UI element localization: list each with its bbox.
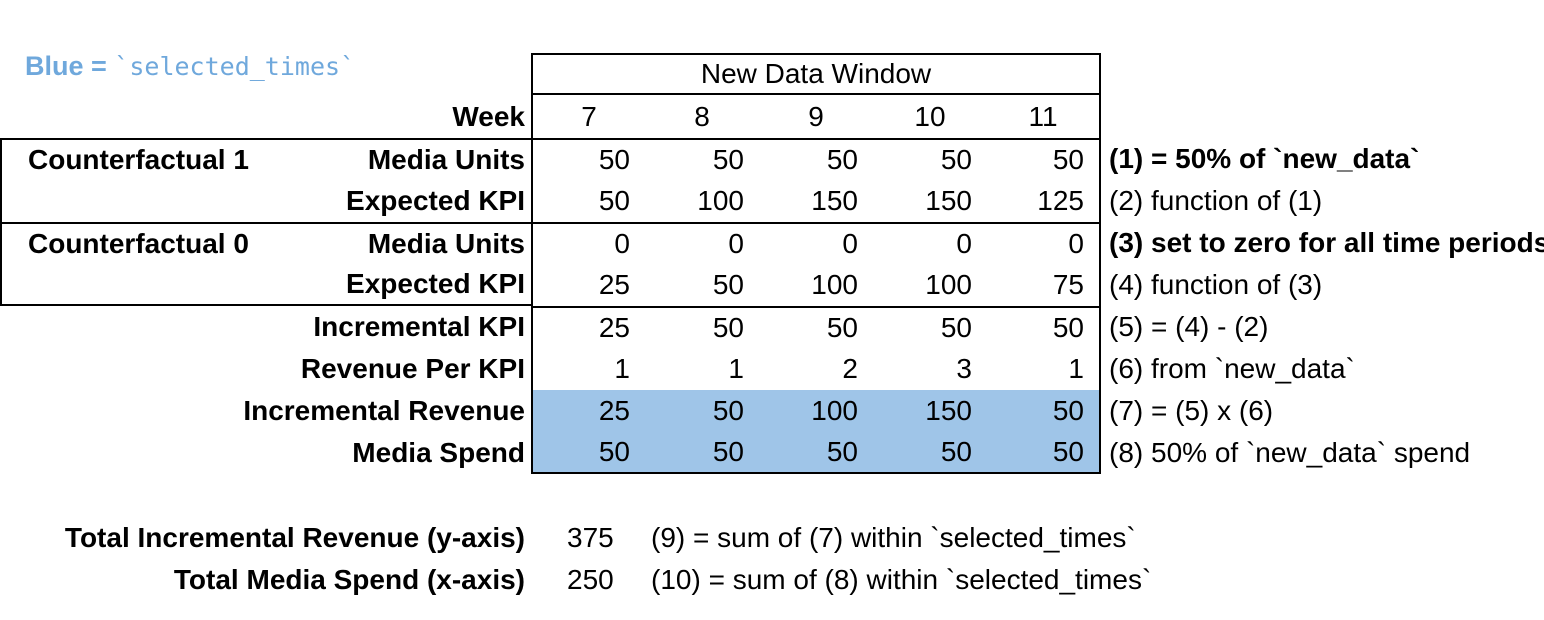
table-cell: 150 [925,185,972,216]
table-cell: 50 [645,138,759,180]
highlighted-cell: 50 [987,432,1101,474]
highlighted-cell: 150 [873,390,987,432]
highlighted-cell: 50 [987,390,1101,432]
row-note-5: (5) = (4) - (2) [1109,311,1269,342]
row-label: Incremental Revenue [243,395,525,426]
table-cell: 0 [531,222,645,264]
row-label-cell-incremental-revenue: Incremental Revenue [0,390,531,432]
row-note-2: (2) function of (1) [1109,185,1323,216]
table-cell: 2 [842,353,858,384]
table-cell: 3 [956,353,972,384]
total-incremental-revenue-note: (9) = sum of (7) within `selected_times` [651,522,1136,553]
table-cell: 150 [811,185,858,216]
table-cell: 50 [873,138,987,180]
row-note-8: (8) 50% of `new_data` spend [1109,437,1471,468]
table-cell: 25 [531,306,645,348]
legend-code: `selected_times` [114,52,356,81]
row-label-cell-cf1-media-units: Counterfactual 1 Media Units [0,138,531,180]
row-label-cell-cf0-expected-kpi: Expected KPI [0,264,531,306]
table-cell: 50 [759,306,873,348]
table-cell: 50 [645,306,759,348]
row-note-3: (3) set to zero for all time periods [1109,227,1544,258]
week-label: Week [452,100,525,132]
week-8: 8 [694,100,710,132]
week-11: 11 [987,95,1101,138]
row-note-7: (7) = (5) x (6) [1109,395,1274,426]
table-cell: 50 [712,269,744,300]
total-incremental-revenue-label: Total Incremental Revenue (y-axis) [64,522,525,553]
table-cell: 125 [987,180,1101,222]
totals-summary: Total Incremental Revenue (y-axis) 375 (… [0,517,1151,601]
table-cell: 100 [925,269,972,300]
row-label-cell-cf1-expected-kpi: Expected KPI [0,180,531,222]
week-7: 7 [531,95,645,138]
table-cell: 100 [697,185,744,216]
table-cell: 0 [987,222,1101,264]
row-label-cell-incremental-kpi: Incremental KPI [0,306,531,348]
table-cell: 1 [531,348,645,390]
table-cell: 50 [873,306,987,348]
total-incremental-revenue-value: 375 [567,522,614,553]
table-cell: 100 [811,269,858,300]
row-label-cell-revenue-per-kpi: Revenue Per KPI [0,348,531,390]
total-media-spend-value: 250 [567,564,614,595]
table-cell: 50 [531,180,645,222]
row-label: Expected KPI [346,268,525,299]
highlighted-cell: 50 [759,432,873,474]
highlighted-cell: 50 [531,432,645,474]
table-cell: 25 [531,264,645,306]
table-cell: 50 [531,138,645,180]
row-label-cell-media-spend: Media Spend [0,432,531,474]
highlighted-cell: 25 [531,390,645,432]
spacer [1101,53,1544,95]
table-cell: 75 [987,264,1101,306]
row-label: Revenue Per KPI [300,353,525,384]
row-label: Media Units [367,144,525,175]
highlighted-cell: 50 [645,390,759,432]
row-label: Incremental KPI [313,311,525,342]
table-cell: 50 [759,138,873,180]
legend-blue-selected-times: Blue = `selected_times` [10,20,355,82]
row-note-4: (4) function of (3) [1109,269,1323,300]
row-label: Media Units [367,228,525,259]
spacer [1101,95,1544,138]
week-10: 10 [914,100,946,132]
table-cell: 0 [873,222,987,264]
highlighted-cell: 100 [759,390,873,432]
total-media-spend-note: (10) = sum of (8) within `selected_times… [651,564,1152,595]
highlighted-cell: 50 [873,432,987,474]
highlighted-cell: 50 [645,432,759,474]
table-cell: 0 [759,222,873,264]
table-cell: 1 [987,348,1101,390]
legend-prefix: Blue = [25,51,115,81]
row-label-cell-cf0-media-units: Counterfactual 0 Media Units [0,222,531,264]
counterfactual-table: New Data Window Week 7 8 9 10 11 Counter… [0,53,1544,474]
row-label: Expected KPI [346,185,525,216]
total-media-spend-label: Total Media Spend (x-axis) [173,564,525,595]
table-cell: 1 [728,353,744,384]
table-cell: 50 [987,306,1101,348]
table-cell: 50 [987,138,1101,180]
group-name-counterfactual-1: Counterfactual 1 [28,144,249,175]
group-name-counterfactual-0: Counterfactual 0 [28,228,249,259]
row-label: Media Spend [352,437,525,468]
table-cell: 0 [645,222,759,264]
new-data-window-header: New Data Window [531,53,1101,95]
row-note-1: (1) = 50% of `new_data` [1109,143,1420,174]
row-note-6: (6) from `new_data` [1109,353,1355,384]
spacer [0,53,531,95]
week-9: 9 [808,100,824,132]
